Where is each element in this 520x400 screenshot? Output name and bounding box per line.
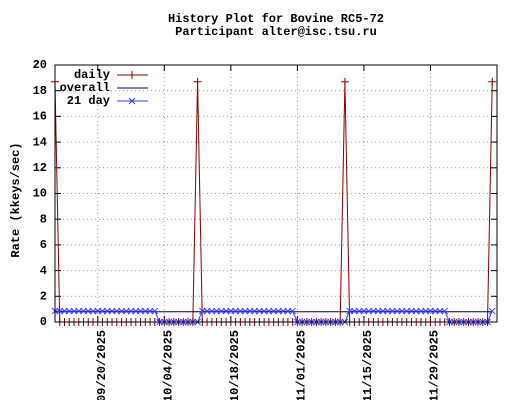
data-point bbox=[246, 307, 254, 315]
y-tick-label: 16 bbox=[33, 110, 47, 124]
data-point bbox=[374, 307, 382, 315]
legend-label: daily bbox=[74, 68, 110, 82]
data-point bbox=[232, 307, 239, 315]
data-point bbox=[128, 71, 136, 79]
data-point bbox=[431, 307, 439, 315]
data-point bbox=[237, 307, 244, 315]
data-point bbox=[270, 307, 277, 315]
y-tick-label: 14 bbox=[33, 135, 47, 149]
data-point bbox=[217, 307, 225, 315]
data-point bbox=[488, 77, 497, 86]
data-point bbox=[227, 307, 235, 315]
data-point bbox=[284, 307, 292, 315]
data-point bbox=[132, 307, 140, 315]
data-point bbox=[94, 307, 102, 315]
data-point bbox=[137, 307, 144, 315]
data-point bbox=[417, 307, 425, 315]
data-point bbox=[379, 307, 387, 315]
x-tick-label: 10/04/2025 bbox=[161, 330, 175, 400]
legend-label: overall bbox=[60, 81, 110, 95]
data-point bbox=[198, 307, 206, 315]
data-point bbox=[89, 307, 97, 315]
data-point bbox=[398, 307, 406, 315]
y-tick-label: 0 bbox=[40, 315, 47, 329]
data-point bbox=[75, 307, 83, 315]
data-point bbox=[351, 307, 358, 315]
data-point bbox=[441, 307, 449, 315]
data-point bbox=[103, 307, 111, 315]
data-point bbox=[222, 307, 230, 315]
data-point bbox=[393, 307, 401, 315]
data-point bbox=[203, 307, 211, 315]
data-point bbox=[99, 307, 106, 315]
x-tick-label: 11/29/2025 bbox=[428, 330, 442, 400]
data-point bbox=[279, 307, 287, 315]
data-point bbox=[370, 307, 377, 315]
data-point bbox=[365, 307, 373, 315]
data-point bbox=[56, 307, 64, 315]
data-point bbox=[70, 307, 78, 315]
data-point bbox=[412, 307, 420, 315]
data-point bbox=[151, 307, 159, 315]
y-tick-label: 8 bbox=[40, 212, 47, 226]
y-tick-label: 18 bbox=[33, 84, 47, 98]
data-point bbox=[355, 307, 363, 315]
data-point bbox=[61, 307, 68, 315]
y-tick-label: 2 bbox=[40, 289, 47, 303]
data-point bbox=[193, 77, 202, 86]
data-point bbox=[436, 307, 444, 315]
data-point bbox=[127, 307, 135, 315]
data-point bbox=[346, 307, 354, 315]
chart-title: History Plot for Bovine RC5-72 bbox=[168, 12, 384, 26]
data-point bbox=[122, 307, 130, 315]
data-point bbox=[128, 97, 136, 105]
y-tick-label: 4 bbox=[40, 264, 47, 278]
y-tick-label: 6 bbox=[40, 238, 47, 252]
data-point bbox=[251, 307, 258, 315]
data-point bbox=[488, 307, 496, 315]
data-point bbox=[146, 307, 154, 315]
data-point bbox=[403, 307, 411, 315]
data-point bbox=[65, 307, 73, 315]
data-point bbox=[208, 307, 216, 315]
data-point bbox=[141, 307, 149, 315]
x-tick-label: 11/15/2025 bbox=[361, 330, 375, 400]
data-point bbox=[384, 307, 392, 315]
data-point bbox=[84, 307, 92, 315]
y-tick-label: 20 bbox=[33, 58, 47, 72]
y-tick-label: 10 bbox=[33, 187, 47, 201]
data-point bbox=[422, 307, 430, 315]
data-point bbox=[260, 307, 268, 315]
plot-border bbox=[54, 64, 498, 323]
x-tick-label: 09/20/2025 bbox=[95, 330, 109, 400]
data-point bbox=[241, 307, 249, 315]
chart-subtitle: Participant alter@isc.tsu.ru bbox=[175, 25, 377, 39]
data-point bbox=[265, 307, 273, 315]
data-point bbox=[80, 307, 87, 315]
data-point bbox=[213, 307, 220, 315]
data-point bbox=[340, 77, 349, 86]
data-point bbox=[289, 307, 296, 315]
data-point bbox=[427, 307, 434, 315]
data-point bbox=[113, 307, 121, 315]
data-point bbox=[118, 307, 125, 315]
data-point bbox=[108, 307, 116, 315]
data-point bbox=[389, 307, 396, 315]
data-point bbox=[256, 307, 263, 315]
y-axis-label: Rate (kkeys/sec) bbox=[9, 142, 23, 257]
y-tick-label: 12 bbox=[33, 161, 47, 175]
data-point bbox=[275, 307, 282, 315]
x-tick-label: 10/18/2025 bbox=[228, 330, 242, 400]
x-tick-label: 11/01/2025 bbox=[295, 330, 309, 400]
legend-label: 21 day bbox=[67, 94, 110, 108]
data-point bbox=[408, 307, 415, 315]
data-point bbox=[360, 307, 368, 315]
